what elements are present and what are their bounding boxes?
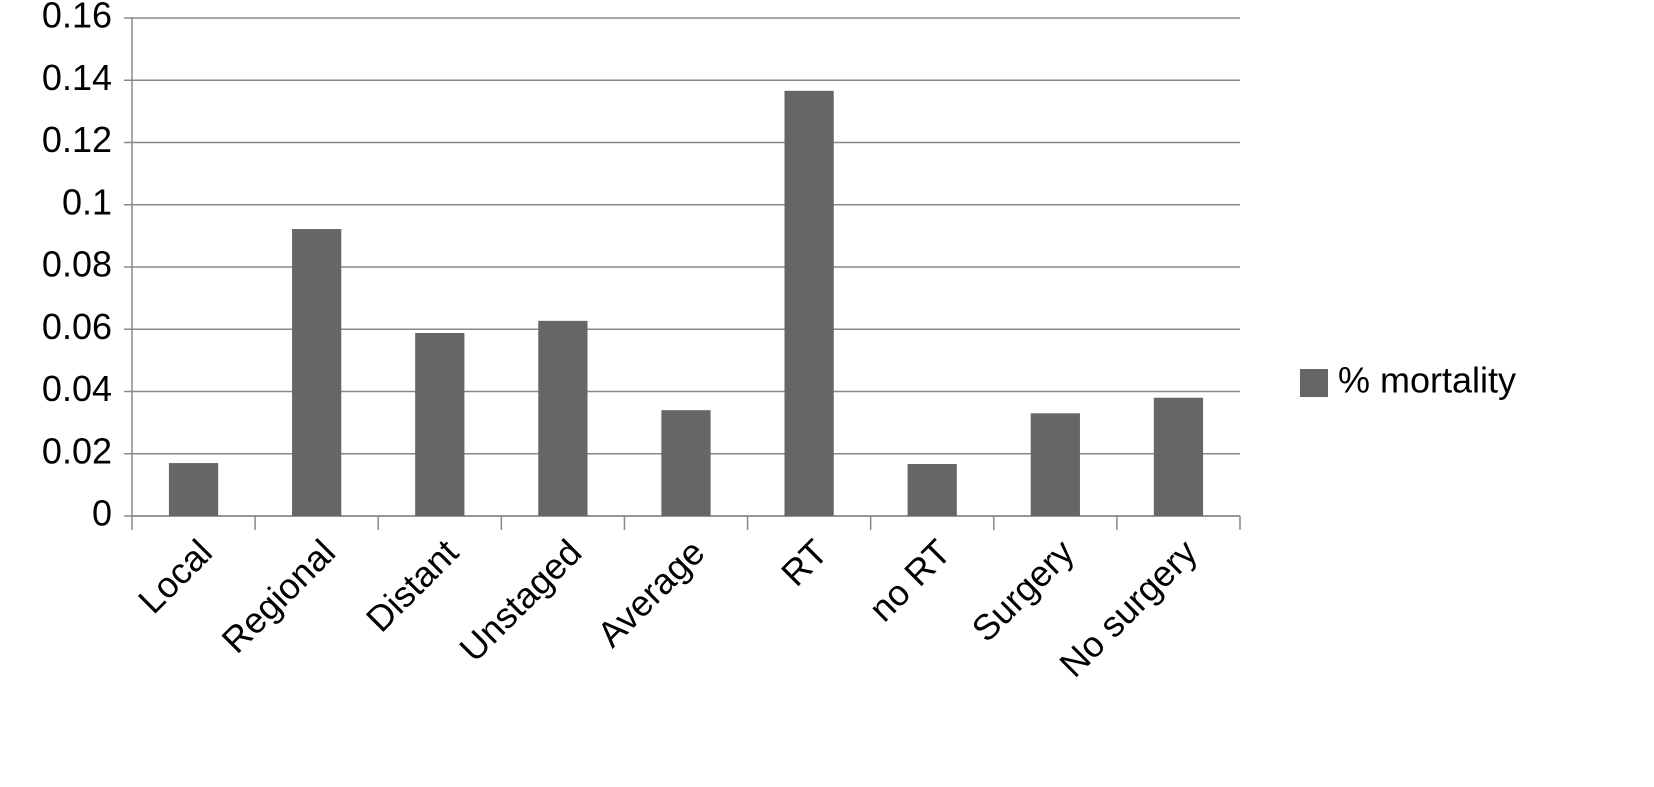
x-tick-label: Average [589, 531, 712, 654]
bar [1030, 413, 1080, 516]
y-tick-label: 0.16 [42, 0, 112, 36]
x-tick-label: RT [773, 531, 835, 593]
x-tick-label: Surgery [964, 531, 1082, 649]
x-tick-label: no RT [861, 531, 959, 629]
y-tick-label: 0.1 [62, 181, 112, 222]
bar [292, 229, 342, 516]
y-tick-label: 0.06 [42, 306, 112, 347]
y-tick-label: 0.02 [42, 430, 112, 471]
y-tick-label: 0.14 [42, 57, 112, 98]
x-tick-label: Local [130, 531, 220, 621]
x-tick-label: Distant [358, 531, 466, 639]
y-tick-label: 0.04 [42, 368, 112, 409]
bar [415, 332, 465, 516]
legend-label: % mortality [1338, 360, 1516, 401]
bar [538, 320, 588, 516]
bar [907, 464, 957, 516]
bar [168, 463, 219, 516]
bar [784, 90, 834, 517]
bar [661, 410, 711, 516]
y-tick-label: 0.08 [42, 244, 112, 285]
x-tick-label: Regional [214, 531, 343, 660]
bar [1153, 397, 1204, 516]
y-tick-label: 0.12 [42, 119, 112, 160]
y-tick-label: 0 [92, 493, 112, 534]
legend-swatch [1300, 369, 1328, 397]
x-tick-label: Unstaged [451, 531, 589, 669]
